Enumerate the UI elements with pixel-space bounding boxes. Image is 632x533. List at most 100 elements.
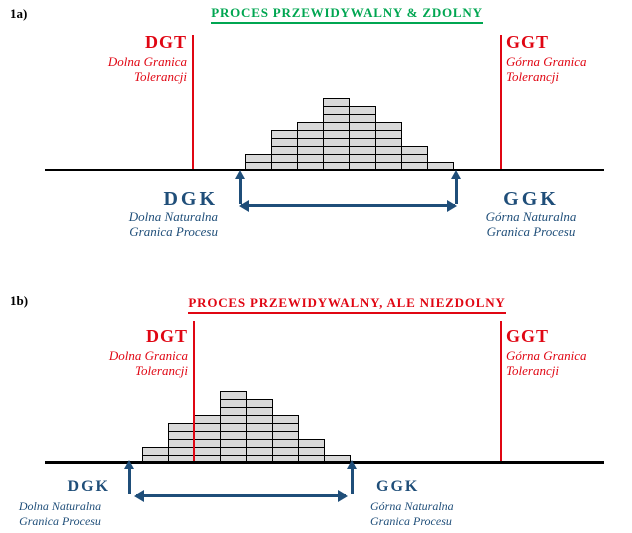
histogram-cell	[245, 154, 272, 163]
ggt-abbr: GGT	[506, 32, 550, 52]
histogram-cell	[298, 447, 325, 456]
histogram-cell	[323, 146, 350, 155]
histogram-cell	[323, 114, 350, 123]
histogram-cell	[246, 439, 273, 448]
histogram-cell	[194, 447, 221, 456]
process-spread-double-arrow-icon	[134, 489, 348, 502]
dgk-abbr: DGK	[67, 478, 110, 495]
histogram-cell	[271, 146, 298, 155]
dgt-abbr: DGT	[145, 326, 188, 346]
dgt-abbr: DGT	[144, 32, 187, 52]
upper-natural-limit-label: Górna Naturalna Granica Procesu	[468, 209, 594, 239]
lower-natural-limit-label: Dolna Naturalna Granica Procesu	[100, 209, 218, 239]
histogram-cell	[375, 130, 402, 139]
upper-natural-limit-arrow-icon	[347, 460, 357, 494]
histogram	[0, 0, 632, 266]
histogram-cell	[271, 138, 298, 147]
ggk-name-line2: Granica Procesu	[370, 514, 452, 528]
upper-tolerance-label: GGT Górna Granica Tolerancji	[506, 326, 632, 379]
ggk-name-line1: Górna Naturalna	[370, 499, 454, 513]
histogram-cell	[375, 138, 402, 147]
upper-tolerance-line	[500, 35, 502, 169]
upper-natural-limit-label: Górna Naturalna Granica Procesu	[370, 499, 474, 529]
histogram-cell	[272, 423, 299, 432]
histogram-cell	[246, 415, 273, 424]
histogram-cell	[349, 114, 376, 123]
histogram-cell	[323, 130, 350, 139]
section-title: PROCES PRZEWIDYWALNY, ALE NIEZDOLNY	[160, 295, 534, 314]
histogram-cell	[194, 431, 221, 440]
histogram-cell	[246, 447, 273, 456]
upper-tolerance-label: GGT Górna Granica Tolerancji	[506, 32, 632, 85]
lower-natural-limit-label: Dolna Naturalna Granica Procesu	[8, 499, 112, 529]
histogram-cell	[349, 146, 376, 155]
histogram-cell	[323, 98, 350, 107]
ggt-name-line1: Górna Granica	[506, 54, 587, 69]
ggk-name-line1: Górna Naturalna	[485, 209, 577, 224]
histogram-cell	[220, 423, 247, 432]
histogram-cell	[349, 138, 376, 147]
histogram-cell	[220, 399, 247, 408]
dgt-name-line1: Dolna Granica	[108, 348, 188, 363]
histogram-cell	[271, 154, 298, 163]
section-index-label: 1b)	[10, 293, 29, 308]
histogram-cell	[220, 407, 247, 416]
lower-tolerance-label: DGT Dolna Granica Tolerancji	[41, 326, 188, 379]
histogram-cell	[272, 415, 299, 424]
histogram-cell	[272, 439, 299, 448]
ggt-name-line1: Górna Granica	[506, 348, 587, 363]
histogram-cell	[220, 391, 247, 400]
histogram-cell	[349, 130, 376, 139]
histogram-cell	[297, 122, 324, 131]
x-axis	[45, 461, 604, 464]
ggt-abbr: GGT	[506, 326, 550, 346]
ggk-abbr: GGK	[376, 478, 420, 495]
histogram-cell	[272, 447, 299, 456]
histogram-cell	[375, 154, 402, 163]
histogram-cell	[272, 431, 299, 440]
histogram-cell	[168, 431, 195, 440]
dgk-abbr: DGK	[163, 188, 218, 210]
histogram-cell	[297, 146, 324, 155]
upper-natural-limit-arrow-icon	[451, 170, 461, 204]
lower-tolerance-line	[192, 35, 194, 169]
histogram-cell	[246, 423, 273, 432]
histogram-cell	[168, 447, 195, 456]
ggt-name-line2: Tolerancji	[506, 69, 559, 84]
histogram-cell	[323, 122, 350, 131]
dgt-name-line2: Tolerancji	[135, 363, 188, 378]
histogram-cell	[194, 439, 221, 448]
section-title-text: PROCES PRZEWIDYWALNY, ALE NIEZDOLNY	[188, 295, 506, 314]
x-axis	[45, 169, 604, 171]
histogram-cell	[297, 138, 324, 147]
lower-natural-limit-arrow-icon	[235, 170, 245, 204]
histogram-cell	[142, 447, 169, 456]
histogram-cell	[271, 130, 298, 139]
upper-tolerance-line	[500, 321, 502, 461]
histogram-cell	[323, 106, 350, 115]
histogram-cell	[323, 154, 350, 163]
histogram-cell	[194, 415, 221, 424]
lower-natural-limit-arrow-icon	[124, 460, 134, 494]
histogram	[0, 266, 632, 533]
histogram-cell	[375, 122, 402, 131]
process-spread-double-arrow-icon	[239, 199, 457, 212]
histogram-cell	[375, 146, 402, 155]
histogram-cell	[298, 439, 325, 448]
ggk-name-line2: Granica Procesu	[486, 224, 576, 239]
dgt-name-line1: Dolna Granica	[107, 54, 187, 69]
histogram-cell	[220, 415, 247, 424]
ggt-name-line2: Tolerancji	[506, 363, 559, 378]
section-title: PROCES PRZEWIDYWALNY & ZDOLNY	[160, 5, 534, 24]
histogram-cell	[220, 447, 247, 456]
ggk-abbr: GGK	[503, 188, 559, 210]
histogram-cell	[194, 423, 221, 432]
lower-tolerance-label: DGT Dolna Granica Tolerancji	[40, 32, 187, 85]
histogram-cell	[246, 431, 273, 440]
dgt-name-line2: Tolerancji	[134, 69, 187, 84]
dgk-name-line1: Dolna Naturalna	[128, 209, 218, 224]
histogram-cell	[220, 439, 247, 448]
histogram-cell	[168, 423, 195, 432]
histogram-cell	[349, 154, 376, 163]
